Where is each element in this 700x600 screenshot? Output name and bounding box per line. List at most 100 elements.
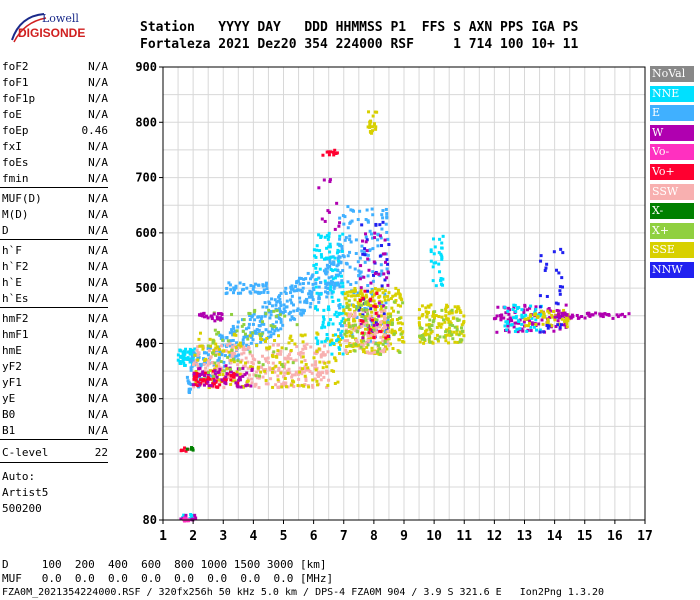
data-point bbox=[325, 291, 329, 295]
data-point bbox=[370, 323, 374, 327]
clevel-value: 22 bbox=[94, 446, 108, 459]
data-point bbox=[298, 366, 302, 370]
data-point bbox=[373, 318, 377, 322]
data-point bbox=[381, 209, 385, 213]
data-point bbox=[263, 357, 267, 361]
data-point bbox=[446, 333, 450, 337]
data-point bbox=[246, 334, 250, 338]
data-point bbox=[365, 249, 369, 253]
data-point bbox=[382, 304, 386, 308]
data-point bbox=[188, 360, 192, 364]
data-point bbox=[176, 353, 180, 357]
data-point bbox=[387, 242, 391, 246]
data-point bbox=[249, 384, 253, 388]
data-point bbox=[359, 270, 363, 274]
data-point bbox=[245, 380, 249, 384]
data-point bbox=[268, 366, 272, 370]
data-point bbox=[181, 448, 185, 452]
data-point bbox=[376, 244, 380, 248]
data-point bbox=[310, 363, 314, 367]
data-point bbox=[267, 347, 271, 351]
data-point bbox=[240, 352, 244, 356]
data-point bbox=[348, 234, 352, 238]
data-point bbox=[230, 312, 234, 316]
data-point bbox=[498, 314, 502, 318]
data-point bbox=[224, 375, 228, 379]
data-point bbox=[251, 287, 255, 291]
data-point bbox=[236, 367, 240, 371]
data-point bbox=[240, 358, 244, 362]
data-point bbox=[506, 324, 510, 328]
data-point bbox=[248, 352, 252, 356]
data-point bbox=[241, 366, 245, 370]
data-point bbox=[511, 308, 515, 312]
data-point bbox=[220, 353, 224, 357]
data-point bbox=[444, 307, 448, 311]
data-point bbox=[437, 262, 441, 266]
data-point bbox=[279, 349, 283, 353]
auto-scaler-line3: 500200 bbox=[2, 502, 42, 515]
data-point bbox=[230, 348, 234, 352]
data-point bbox=[282, 375, 286, 379]
data-point bbox=[342, 222, 346, 226]
data-point bbox=[300, 372, 304, 376]
data-point bbox=[327, 150, 331, 154]
data-point bbox=[213, 319, 217, 323]
data-point bbox=[527, 321, 531, 325]
data-point bbox=[399, 321, 403, 325]
data-point bbox=[226, 339, 230, 343]
data-point bbox=[546, 318, 550, 322]
data-point bbox=[525, 317, 529, 321]
data-point bbox=[363, 317, 367, 321]
data-point bbox=[379, 335, 383, 339]
data-point bbox=[214, 353, 218, 357]
data-point bbox=[241, 374, 245, 378]
data-point bbox=[279, 318, 283, 322]
data-point bbox=[354, 252, 358, 256]
data-point bbox=[366, 289, 370, 293]
data-point bbox=[320, 370, 324, 374]
data-point bbox=[447, 341, 451, 345]
data-point bbox=[334, 359, 338, 363]
data-point bbox=[432, 316, 436, 320]
data-point bbox=[194, 516, 198, 520]
data-point bbox=[303, 346, 307, 350]
data-point bbox=[344, 261, 348, 265]
data-point bbox=[529, 304, 533, 308]
data-point bbox=[326, 383, 330, 387]
data-point bbox=[299, 369, 303, 373]
data-point bbox=[314, 262, 318, 266]
data-point bbox=[206, 376, 210, 380]
data-point bbox=[338, 221, 342, 225]
data-point bbox=[266, 356, 270, 360]
data-point bbox=[190, 446, 194, 450]
data-point bbox=[384, 326, 388, 330]
data-point bbox=[303, 300, 307, 304]
data-point bbox=[217, 364, 221, 368]
data-point bbox=[389, 312, 393, 316]
data-point bbox=[273, 329, 277, 333]
data-point bbox=[276, 378, 280, 382]
data-point bbox=[328, 318, 332, 322]
data-point bbox=[343, 292, 347, 296]
data-point bbox=[215, 375, 219, 379]
data-point bbox=[314, 360, 318, 364]
data-point bbox=[425, 323, 429, 327]
legend-item-nnw: NNW bbox=[650, 262, 694, 278]
data-point bbox=[370, 129, 374, 133]
data-point bbox=[325, 365, 329, 369]
data-point bbox=[616, 315, 620, 319]
data-point bbox=[444, 314, 448, 318]
data-point bbox=[332, 369, 336, 373]
data-point bbox=[196, 384, 200, 388]
data-point bbox=[360, 324, 364, 328]
data-point bbox=[302, 277, 306, 281]
data-point bbox=[350, 294, 354, 298]
data-point bbox=[284, 381, 288, 385]
data-point bbox=[314, 255, 318, 259]
param-value: N/A bbox=[88, 156, 108, 169]
data-point bbox=[534, 305, 538, 309]
data-point bbox=[284, 385, 288, 389]
data-point bbox=[246, 360, 250, 364]
data-point bbox=[348, 334, 352, 338]
